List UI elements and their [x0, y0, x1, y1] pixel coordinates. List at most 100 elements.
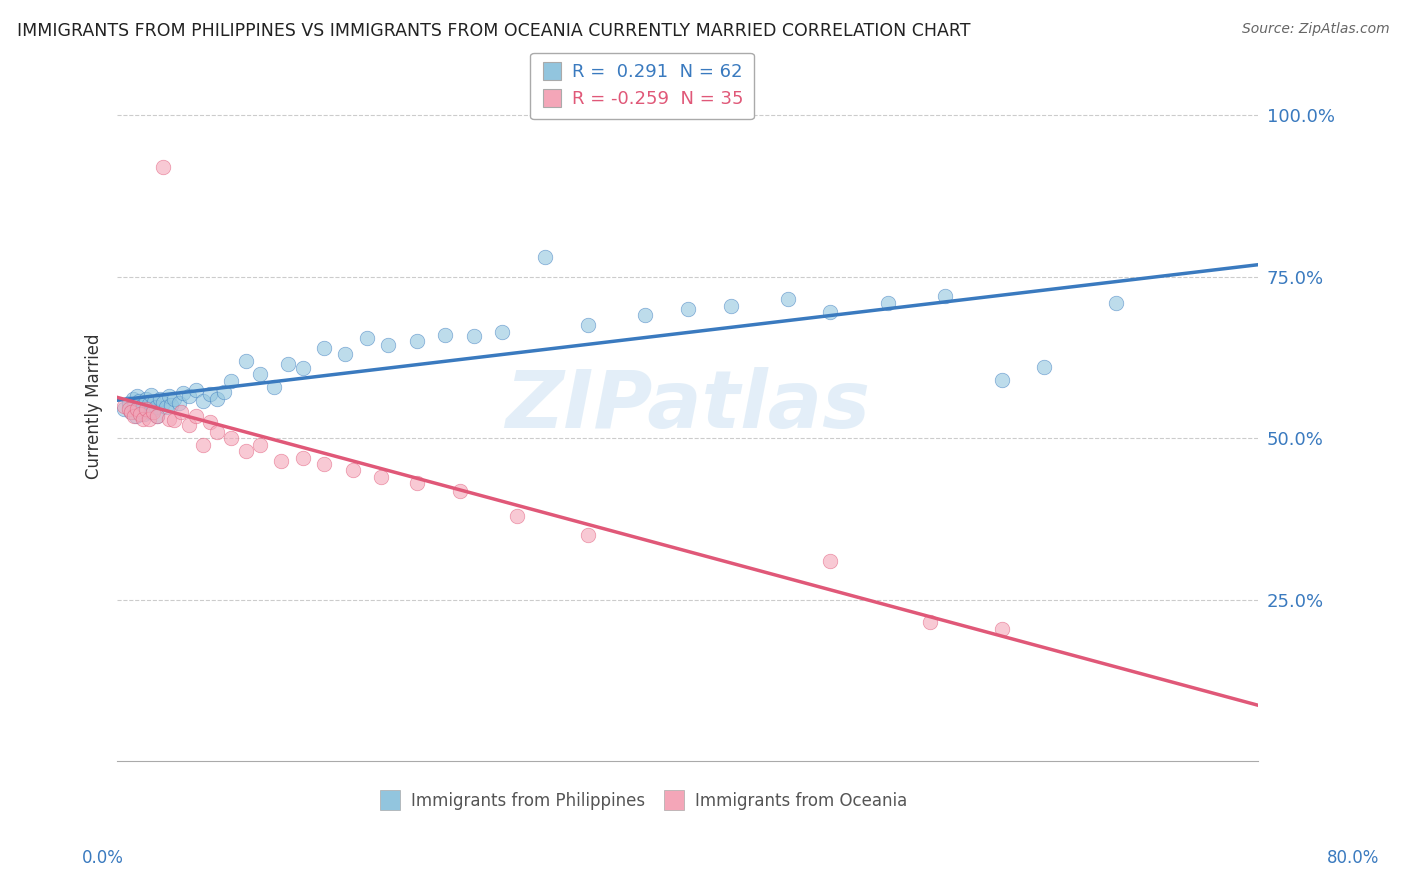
- Point: [990, 622, 1012, 636]
- Point: [124, 399, 146, 413]
- Point: [221, 375, 243, 389]
- Point: [145, 400, 167, 414]
- Point: [117, 402, 139, 417]
- Point: [128, 402, 150, 417]
- Point: [152, 160, 174, 174]
- Point: [163, 392, 186, 407]
- Point: [152, 395, 174, 409]
- Point: [135, 402, 157, 417]
- Point: [291, 450, 314, 465]
- Point: [157, 389, 180, 403]
- Point: [191, 437, 214, 451]
- Point: [146, 409, 169, 423]
- Point: [876, 295, 898, 310]
- Point: [820, 305, 842, 319]
- Point: [1105, 295, 1128, 310]
- Point: [141, 388, 163, 402]
- Point: [198, 415, 221, 429]
- Point: [136, 402, 159, 417]
- Point: [122, 392, 145, 407]
- Point: [184, 383, 207, 397]
- Point: [776, 293, 799, 307]
- Text: ZIPatlas: ZIPatlas: [505, 367, 870, 445]
- Point: [124, 409, 146, 423]
- Point: [1033, 360, 1056, 375]
- Point: [356, 331, 378, 345]
- Point: [160, 398, 183, 412]
- Point: [138, 412, 160, 426]
- Point: [434, 327, 457, 342]
- Point: [149, 392, 172, 407]
- Point: [277, 357, 299, 371]
- Point: [235, 353, 257, 368]
- Point: [291, 361, 314, 376]
- Point: [117, 395, 139, 409]
- Point: [112, 399, 135, 413]
- Point: [132, 412, 155, 426]
- Point: [576, 318, 599, 333]
- Point: [342, 463, 364, 477]
- Text: Source: ZipAtlas.com: Source: ZipAtlas.com: [1241, 22, 1389, 37]
- Point: [134, 407, 156, 421]
- Text: 80.0%: 80.0%: [1326, 849, 1379, 867]
- Point: [125, 409, 148, 423]
- Point: [167, 395, 190, 409]
- Point: [146, 409, 169, 423]
- Point: [449, 484, 471, 499]
- Point: [120, 405, 142, 419]
- Point: [377, 337, 399, 351]
- Point: [129, 400, 152, 414]
- Point: [235, 444, 257, 458]
- Point: [135, 392, 157, 407]
- Point: [505, 508, 527, 523]
- Point: [127, 389, 149, 403]
- Point: [221, 431, 243, 445]
- Point: [312, 457, 335, 471]
- Point: [370, 470, 392, 484]
- Point: [335, 347, 357, 361]
- Point: [405, 334, 427, 349]
- Point: [249, 437, 271, 451]
- Point: [172, 386, 194, 401]
- Text: IMMIGRANTS FROM PHILIPPINES VS IMMIGRANTS FROM OCEANIA CURRENTLY MARRIED CORRELA: IMMIGRANTS FROM PHILIPPINES VS IMMIGRANT…: [17, 22, 970, 40]
- Point: [534, 250, 557, 264]
- Point: [120, 405, 142, 419]
- Point: [177, 389, 200, 403]
- Point: [129, 407, 152, 421]
- Point: [205, 392, 228, 407]
- Point: [191, 393, 214, 408]
- Point: [676, 301, 699, 316]
- Point: [128, 393, 150, 408]
- Point: [177, 418, 200, 433]
- Point: [463, 329, 485, 343]
- Point: [920, 615, 942, 630]
- Point: [138, 397, 160, 411]
- Point: [155, 400, 177, 414]
- Point: [312, 341, 335, 355]
- Point: [720, 299, 742, 313]
- Point: [820, 554, 842, 568]
- Point: [212, 384, 235, 399]
- Point: [405, 476, 427, 491]
- Point: [139, 405, 162, 419]
- Point: [491, 325, 513, 339]
- Point: [157, 412, 180, 426]
- Point: [170, 405, 193, 419]
- Point: [634, 309, 657, 323]
- Point: [576, 528, 599, 542]
- Point: [205, 425, 228, 439]
- Point: [163, 413, 186, 427]
- Text: 0.0%: 0.0%: [82, 849, 124, 867]
- Point: [142, 403, 165, 417]
- Point: [112, 402, 135, 417]
- Point: [143, 395, 166, 409]
- Y-axis label: Currently Married: Currently Married: [86, 333, 103, 479]
- Point: [934, 289, 956, 303]
- Legend: Immigrants from Philippines, Immigrants from Oceania: Immigrants from Philippines, Immigrants …: [371, 785, 914, 817]
- Point: [263, 379, 285, 393]
- Point: [131, 404, 153, 418]
- Point: [270, 454, 292, 468]
- Point: [142, 405, 165, 419]
- Point: [249, 367, 271, 381]
- Point: [132, 398, 155, 412]
